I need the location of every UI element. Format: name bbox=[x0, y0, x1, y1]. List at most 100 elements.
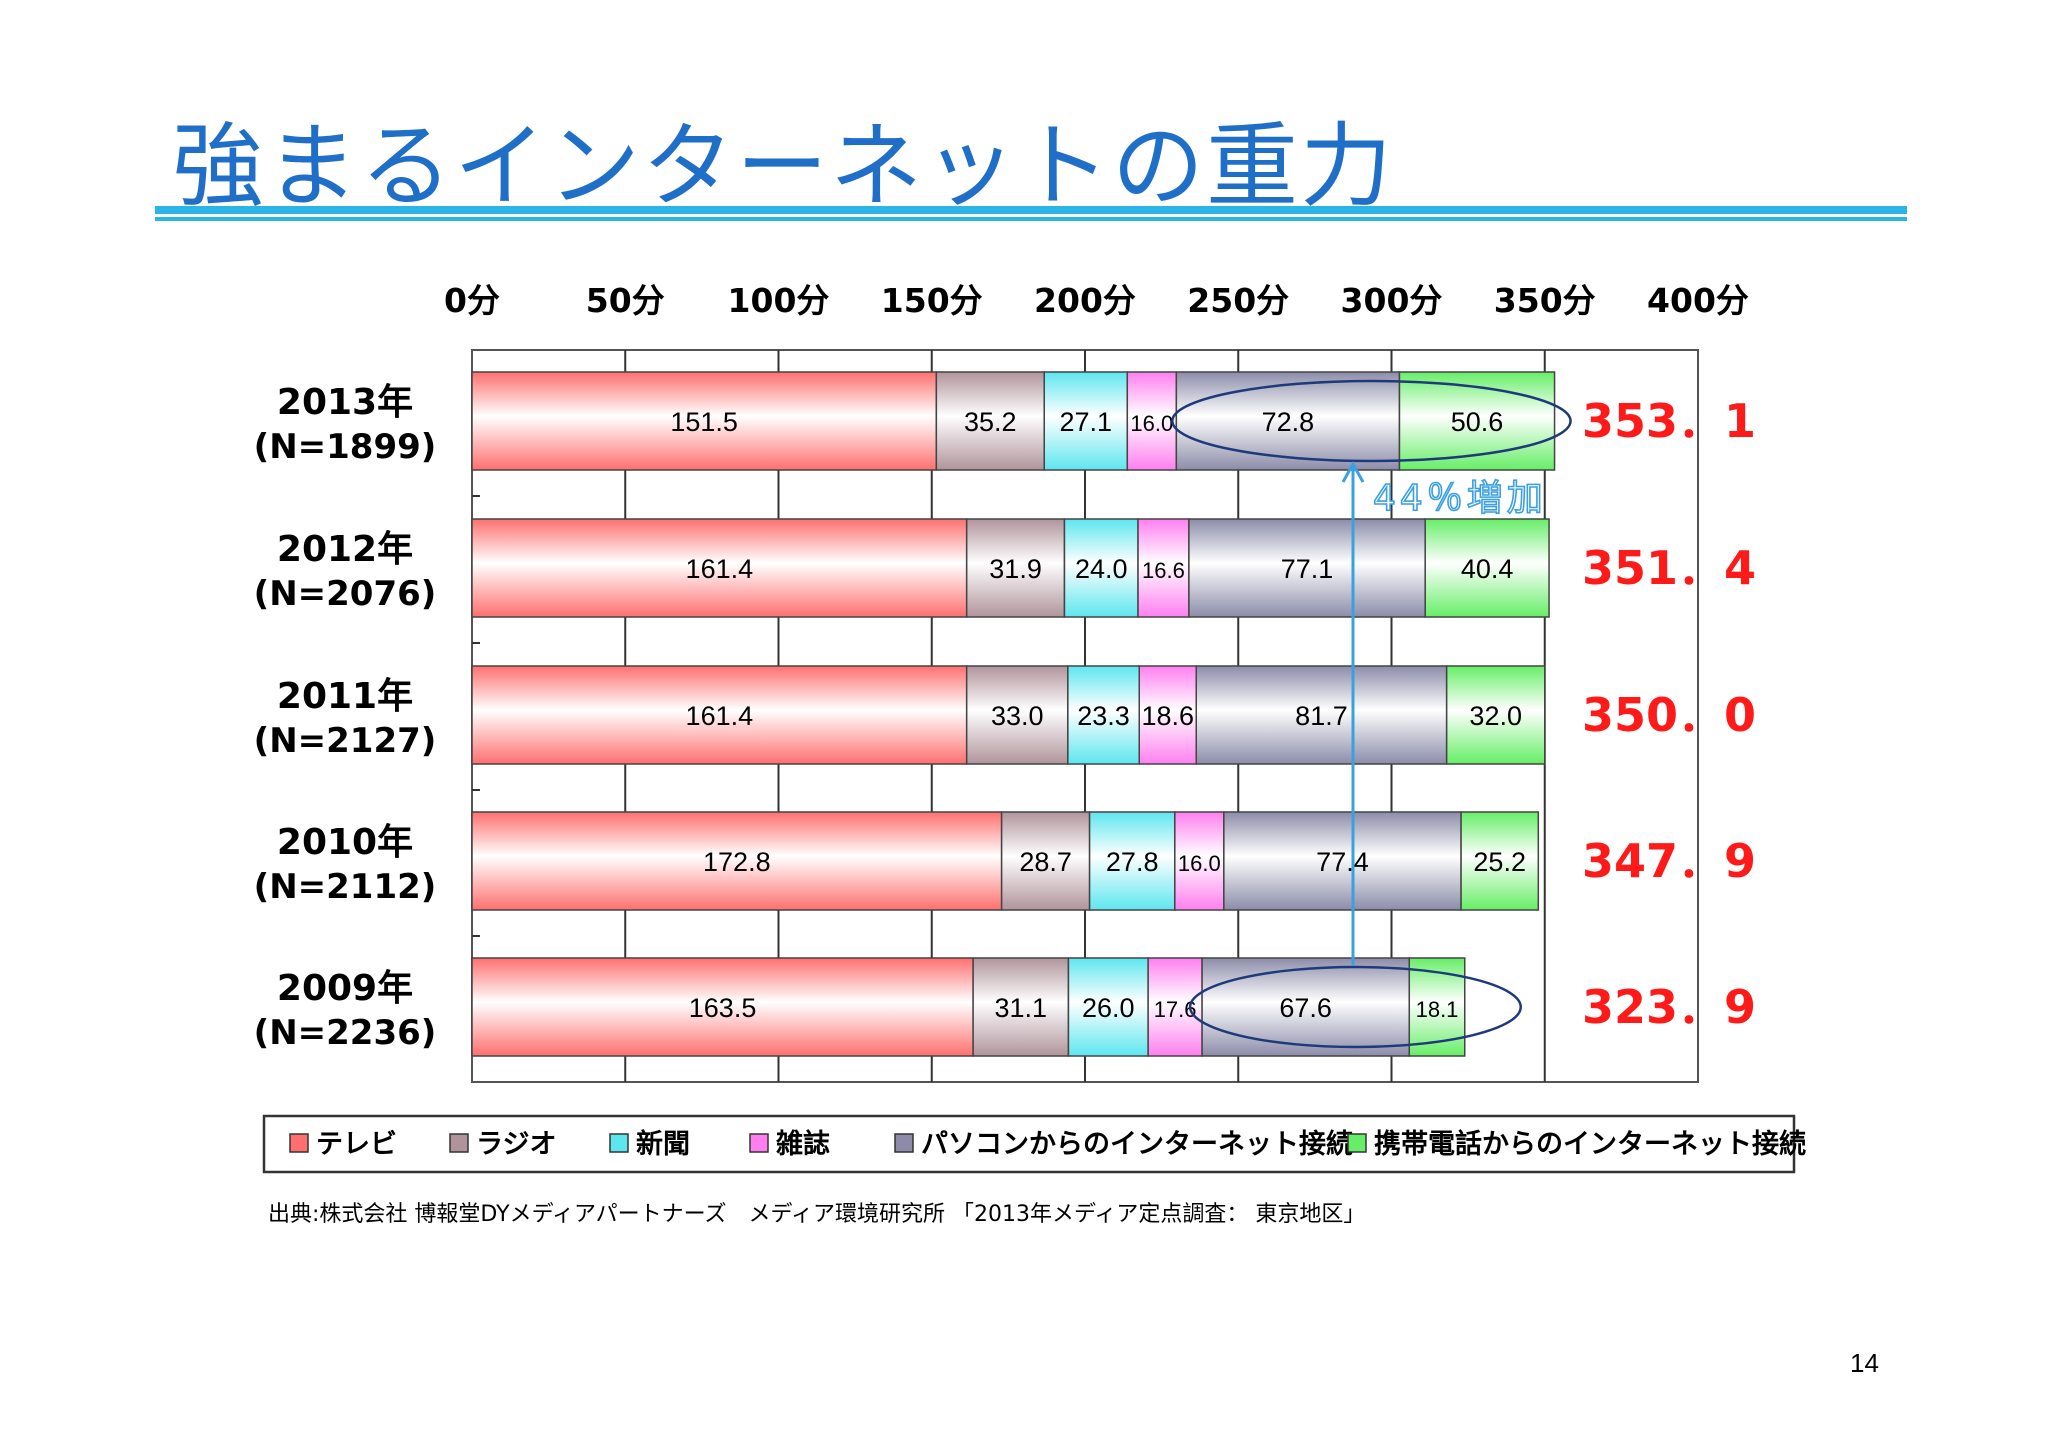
total-value-label: 347．9 bbox=[1582, 834, 1756, 888]
category-n-label: (N=2236) bbox=[254, 1013, 437, 1053]
total-value-label: 351．4 bbox=[1582, 541, 1756, 595]
bar-segment bbox=[1188, 518, 1426, 618]
legend-box bbox=[262, 1114, 1796, 1174]
segment-value-label: 33.0 bbox=[991, 701, 1044, 731]
x-tick-label: 150分 bbox=[881, 281, 983, 320]
category-year-label: 2009年 bbox=[277, 968, 413, 1009]
legend-label: 新聞 bbox=[636, 1128, 690, 1160]
segment-value-label: 32.0 bbox=[1469, 701, 1522, 731]
legend-swatch bbox=[609, 1133, 629, 1153]
segment-value-label: 25.2 bbox=[1473, 847, 1526, 877]
legend-label: ラジオ bbox=[476, 1129, 556, 1160]
title-underline bbox=[155, 206, 1907, 214]
legend-label: テレビ bbox=[316, 1129, 397, 1160]
bar-segment bbox=[1063, 518, 1139, 618]
segment-value-label: 81.7 bbox=[1295, 701, 1348, 731]
segment-value-label: 50.6 bbox=[1451, 407, 1504, 437]
x-tick-label: 0分 bbox=[444, 281, 500, 320]
legend-label: 携帯電話からのインターネット接続 bbox=[1374, 1128, 1806, 1160]
legend-label: 雑誌 bbox=[775, 1128, 830, 1160]
segment-value-label: 16.0 bbox=[1130, 411, 1173, 436]
x-tick-label: 50分 bbox=[586, 281, 665, 320]
total-value-label: 350．0 bbox=[1582, 688, 1756, 742]
segment-value-label: 24.0 bbox=[1075, 554, 1128, 584]
segment-value-label: 40.4 bbox=[1461, 554, 1514, 584]
segment-value-label: 26.0 bbox=[1082, 993, 1135, 1023]
slide-title: 強まるインターネットの重力 bbox=[172, 113, 1395, 220]
segment-value-label: 35.2 bbox=[964, 407, 1017, 437]
category-year-label: 2012年 bbox=[277, 529, 413, 570]
bar-segment bbox=[1201, 957, 1411, 1057]
segment-value-label: 172.8 bbox=[703, 847, 771, 877]
bar-segment bbox=[1126, 371, 1178, 471]
category-n-label: (N=2112) bbox=[254, 867, 437, 907]
highlight-ellipse-2009 bbox=[1188, 965, 1523, 1049]
x-tick-label: 400分 bbox=[1647, 281, 1749, 320]
bar-segment bbox=[1398, 371, 1556, 471]
legend-swatch bbox=[749, 1133, 769, 1153]
legend-swatch bbox=[1347, 1133, 1367, 1153]
segment-value-label: 31.1 bbox=[995, 993, 1048, 1023]
segment-value-label: 27.1 bbox=[1059, 407, 1112, 437]
x-tick-label: 250分 bbox=[1187, 281, 1289, 320]
bar-segment bbox=[471, 371, 938, 471]
bar-segment bbox=[1067, 957, 1149, 1057]
segment-value-label: 16.6 bbox=[1142, 558, 1185, 583]
legend-swatch bbox=[894, 1133, 914, 1153]
legend-swatch bbox=[449, 1133, 469, 1153]
x-tick-label: 300分 bbox=[1341, 281, 1443, 320]
increase-annotation: 44％増加 bbox=[1373, 478, 1547, 519]
category-n-label: (N=2127) bbox=[254, 721, 437, 761]
category-n-label: (N=1899) bbox=[254, 427, 437, 467]
highlight-ellipse-2013 bbox=[1171, 379, 1572, 463]
segment-value-label: 18.6 bbox=[1141, 701, 1194, 731]
category-year-label: 2013年 bbox=[277, 382, 413, 423]
segment-value-label: 163.5 bbox=[689, 993, 757, 1023]
bar-segment bbox=[965, 665, 1069, 765]
source-citation: 出典:株式会社 博報堂DYメディアパートナーズ メディア環境研究所 「2013年… bbox=[268, 1202, 1366, 1227]
segment-value-label: 31.9 bbox=[989, 554, 1042, 584]
bar-segment bbox=[1137, 518, 1190, 618]
bar-segment bbox=[1424, 518, 1550, 618]
bar-segment bbox=[1067, 665, 1141, 765]
bar-segment bbox=[1460, 811, 1540, 911]
title-underline-thin bbox=[155, 217, 1907, 221]
segment-value-label: 72.8 bbox=[1262, 407, 1315, 437]
category-year-label: 2011年 bbox=[277, 676, 413, 717]
segment-value-label: 77.4 bbox=[1316, 847, 1369, 877]
segment-value-label: 77.1 bbox=[1281, 554, 1334, 584]
bar-segment bbox=[1000, 811, 1091, 911]
x-tick-label: 200分 bbox=[1034, 281, 1136, 320]
total-value-label: 323．9 bbox=[1582, 980, 1756, 1034]
bar-segment bbox=[1175, 371, 1401, 471]
segment-value-label: 23.3 bbox=[1077, 701, 1130, 731]
bar-segment bbox=[935, 371, 1045, 471]
bar-segment bbox=[1445, 665, 1546, 765]
segment-value-label: 27.8 bbox=[1106, 847, 1159, 877]
bar-segment bbox=[972, 957, 1070, 1057]
segment-value-label: 151.5 bbox=[670, 407, 738, 437]
segment-value-label: 28.7 bbox=[1019, 847, 1072, 877]
page-number: 14 bbox=[1850, 1348, 1879, 1378]
segment-value-label: 161.4 bbox=[686, 554, 754, 584]
category-n-label: (N=2076) bbox=[254, 574, 437, 614]
segment-value-label: 67.6 bbox=[1279, 993, 1332, 1023]
legend-label: パソコンからのインターネット接続 bbox=[921, 1129, 1353, 1160]
segment-value-label: 16.0 bbox=[1178, 851, 1221, 876]
segment-value-label: 161.4 bbox=[686, 701, 754, 731]
increase-arrow-head bbox=[1341, 460, 1365, 483]
category-year-label: 2010年 bbox=[277, 822, 413, 863]
x-tick-label: 350分 bbox=[1494, 281, 1596, 320]
bar-segment bbox=[1043, 371, 1129, 471]
bar-segment bbox=[471, 957, 974, 1057]
total-value-label: 353．1 bbox=[1582, 394, 1756, 448]
segment-value-label: 18.1 bbox=[1416, 997, 1459, 1022]
bar-segment bbox=[1147, 957, 1203, 1057]
bar-segment bbox=[1223, 811, 1462, 911]
x-tick-label: 100分 bbox=[728, 281, 830, 320]
bar-segment bbox=[1088, 811, 1176, 911]
bar-segment bbox=[471, 518, 968, 618]
legend-swatch bbox=[289, 1133, 309, 1153]
bar-segment bbox=[965, 518, 1066, 618]
